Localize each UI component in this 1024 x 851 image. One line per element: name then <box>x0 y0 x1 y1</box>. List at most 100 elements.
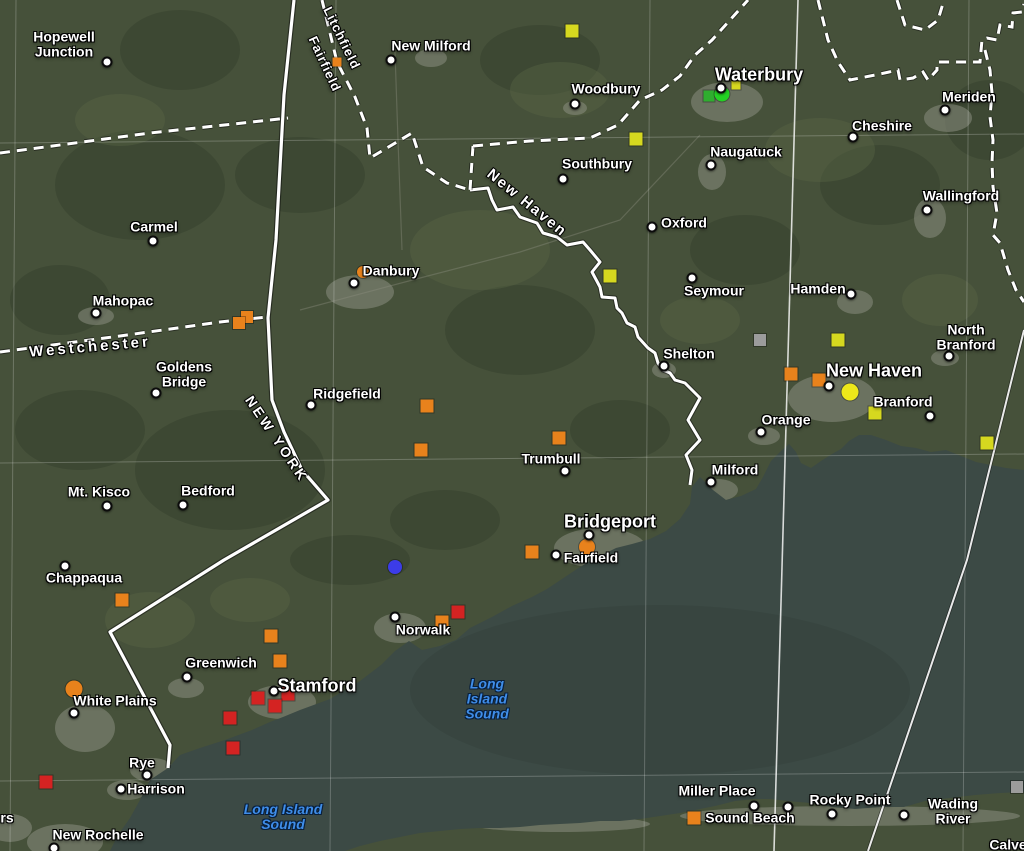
station-marker-red-square[interactable] <box>39 775 53 789</box>
city-label: Mahopac <box>92 292 154 309</box>
forest-patch <box>235 137 365 213</box>
station-marker-yellow-square[interactable] <box>731 80 741 90</box>
city-label: Ridgefield <box>313 385 381 402</box>
water-body-label: Long Island Sound <box>465 675 509 722</box>
city-dot <box>826 808 838 820</box>
station-marker-yellow-square[interactable] <box>629 132 643 146</box>
urban-area <box>924 104 972 132</box>
station-marker-orange-circle[interactable] <box>65 680 83 698</box>
station-marker-orange-square[interactable] <box>812 373 826 387</box>
station-marker-orange-square[interactable] <box>414 443 428 457</box>
station-marker-yellow-square[interactable] <box>603 269 617 283</box>
station-marker-orange-square[interactable] <box>784 367 798 381</box>
station-marker-orange-square[interactable] <box>525 545 539 559</box>
city-label: Meriden <box>942 88 996 105</box>
station-marker-red-square[interactable] <box>223 711 237 725</box>
urban-area <box>914 198 946 238</box>
city-dot <box>755 426 767 438</box>
city-label: Danbury <box>362 262 420 279</box>
city-dot <box>823 380 835 392</box>
marine-boundary <box>867 329 1024 851</box>
station-marker-yellow_bright-circle[interactable] <box>841 383 859 401</box>
water-body-label: Long Island Sound <box>243 800 323 832</box>
station-marker-red-square[interactable] <box>268 699 282 713</box>
county-boundary <box>468 145 475 191</box>
city-dot <box>898 809 910 821</box>
station-marker-orange-square[interactable] <box>273 654 287 668</box>
city-label-partial: Calve <box>989 836 1024 851</box>
city-label: Goldens Bridge <box>155 358 213 389</box>
city-dot <box>569 98 581 110</box>
city-dot <box>559 465 571 477</box>
city-dot <box>782 801 794 813</box>
city-label: Cheshire <box>852 117 912 134</box>
station-marker-blue-circle[interactable] <box>388 560 402 574</box>
station-marker-yellow-square[interactable] <box>980 436 994 450</box>
county-boundary <box>320 0 471 192</box>
station-marker-red-square[interactable] <box>281 687 295 701</box>
county-boundary <box>816 0 1024 83</box>
station-marker-orange-circle[interactable] <box>357 266 369 278</box>
graticule-line <box>643 0 651 851</box>
city-dot <box>583 529 595 541</box>
city-dot <box>141 769 153 781</box>
forest-patch <box>15 390 145 470</box>
city-dot <box>705 159 717 171</box>
urban-area <box>415 49 447 67</box>
city-label: New Haven <box>825 360 923 381</box>
station-marker-orange-square[interactable] <box>420 399 434 413</box>
station-marker-red-square[interactable] <box>251 691 265 705</box>
city-label: Bridgeport <box>564 511 656 532</box>
station-marker-orange-square[interactable] <box>332 57 342 67</box>
city-label: Branford <box>873 393 933 410</box>
city-dot <box>101 56 113 68</box>
urban-area <box>0 814 32 842</box>
city-dot <box>557 173 569 185</box>
station-marker-yellow-square[interactable] <box>831 333 845 347</box>
city-dot <box>389 611 401 623</box>
station-marker-orange-circle[interactable] <box>579 539 595 555</box>
state-boundary-ny-ct <box>108 0 330 769</box>
city-dot <box>924 410 936 422</box>
station-marker-orange-square[interactable] <box>233 317 245 329</box>
city-label: Mt. Kisco <box>67 483 131 500</box>
city-label: Hopewell Junction <box>33 28 95 59</box>
forest-patch <box>290 535 410 585</box>
city-label: Oxford <box>661 214 707 231</box>
station-marker-orange-square[interactable] <box>435 615 449 629</box>
city-dot <box>921 204 933 216</box>
forest-patch <box>570 400 670 460</box>
city-label: White Plains <box>73 692 157 709</box>
terrain-patch <box>902 274 978 326</box>
city-label: Wading River <box>927 795 979 826</box>
graticule-line <box>0 453 1024 464</box>
station-marker-yellow-square[interactable] <box>868 406 882 420</box>
station-marker-red-square[interactable] <box>226 741 240 755</box>
city-label: Naugatuck <box>710 143 782 160</box>
station-marker-orange-square[interactable] <box>552 431 566 445</box>
urban-area <box>374 613 426 643</box>
station-marker-green-square[interactable] <box>703 90 715 102</box>
terrain-patch <box>410 210 550 290</box>
city-dot <box>268 685 280 697</box>
station-marker-gray-square[interactable] <box>754 334 766 346</box>
forest-patch <box>820 145 940 225</box>
forest-patch <box>390 490 500 550</box>
city-label: Greenwich <box>185 654 257 671</box>
station-marker-orange-square[interactable] <box>264 629 278 643</box>
meridian-line <box>773 0 799 851</box>
city-label: New Rochelle <box>52 826 144 843</box>
station-marker-gray-square[interactable] <box>1011 781 1023 793</box>
city-dot <box>385 54 397 66</box>
urban-area <box>55 704 115 752</box>
station-marker-orange-square[interactable] <box>115 593 129 607</box>
station-marker-red-square[interactable] <box>451 605 465 619</box>
city-label: Seymour <box>684 282 744 299</box>
city-label: Carmel <box>130 218 178 235</box>
city-label: Trumbull <box>521 450 581 467</box>
city-dot <box>943 350 955 362</box>
road-line <box>299 134 701 311</box>
station-marker-orange-square[interactable] <box>687 811 701 825</box>
station-marker-yellow-square[interactable] <box>565 24 579 38</box>
